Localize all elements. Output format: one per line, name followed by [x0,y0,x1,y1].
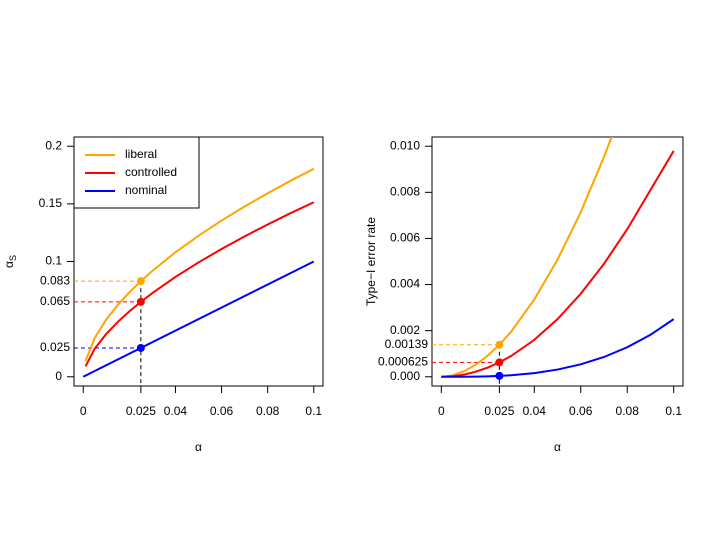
y-axis-label: αS [2,255,18,268]
y-tick-label: 0.15 [39,196,63,210]
y-axis-label-main: Type−I error rate [364,217,378,306]
x-tick-label: 0 [438,404,445,418]
y-tick-label: 0.000 [390,369,420,383]
x-tick-label: 0.1 [665,404,682,418]
point-marker [136,277,145,286]
x-tick-label: 0 [80,404,87,418]
y-tick-label: 0.006 [390,231,420,245]
x-tick-label: 0.06 [210,404,234,418]
series-line [441,150,675,378]
y-tick-label: 0.002 [390,323,420,337]
y-tick-label: 0.1 [45,254,62,268]
x-tick-label: 0.04 [523,404,547,418]
series-line [84,167,315,362]
series-line [82,260,315,378]
x-axis-label: α [554,440,561,454]
point-label: 0.00139 [385,337,429,351]
y-tick-label: 0.008 [390,185,420,199]
point-label: 0.065 [40,294,70,308]
point-marker [495,340,504,349]
legend-label: controlled [125,165,177,179]
x-tick-label: 0.025 [484,404,514,418]
point-label: 0.025 [40,340,70,354]
point-marker [136,343,145,352]
y-tick-label: 0.004 [390,277,420,291]
series-line [441,318,675,378]
y-tick-label: 0.010 [390,138,420,152]
point-label: 0.083 [40,273,70,287]
series-line [84,201,315,367]
x-tick-label: 0.04 [164,404,188,418]
point-label: 0.000625 [378,355,428,369]
y-axis-label: Type−I error rate [364,217,378,306]
legend-label: nominal [125,183,167,197]
series-line [443,137,613,378]
x-tick-label: 0.08 [256,404,280,418]
y-axis-label-main: α [2,261,16,268]
plot-area [441,137,675,378]
x-tick-label: 0.025 [126,404,156,418]
y-tick-label: 0.2 [45,138,62,152]
point-marker [495,371,504,380]
y-axis-label-sub: S [8,255,18,261]
x-tick-label: 0.08 [616,404,640,418]
x-tick-label: 0.06 [569,404,593,418]
x-axis-label: α [195,440,202,454]
point-marker [495,358,504,367]
x-tick-label: 0.1 [305,404,322,418]
plot-area [82,167,315,378]
y-tick-label: 0 [55,369,62,383]
point-marker [136,297,145,306]
legend-label: liberal [125,147,157,161]
